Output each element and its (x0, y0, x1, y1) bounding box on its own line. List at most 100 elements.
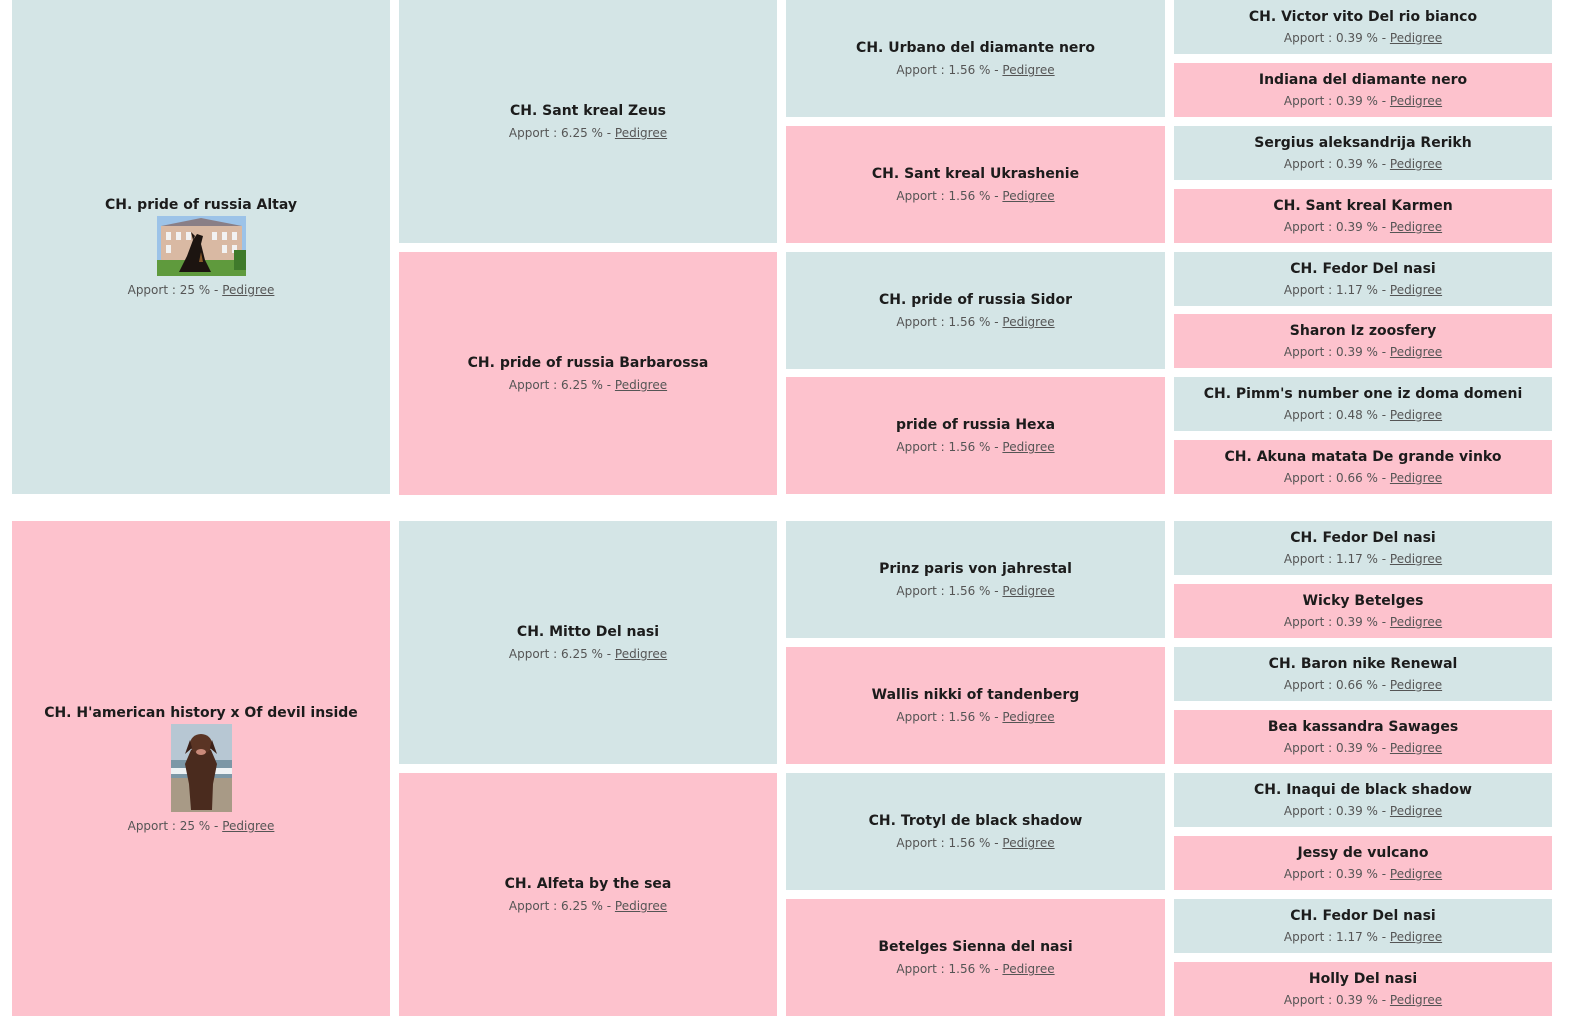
ancestor-name: Jessy de vulcano (1297, 844, 1429, 861)
separator: - (602, 126, 615, 140)
ancestor-name: Sergius aleksandrija Rerikh (1254, 134, 1472, 151)
contribution-line: Apport : 0.66 % - Pedigree (1284, 677, 1442, 693)
pedigree-link[interactable]: Pedigree (1389, 929, 1443, 944)
pedigree-link[interactable]: Pedigree (1002, 962, 1055, 976)
separator: - (1377, 929, 1390, 944)
separator: - (1377, 551, 1390, 566)
separator: - (1377, 740, 1390, 755)
separator: - (990, 315, 1003, 329)
separator: - (210, 283, 223, 297)
pedigree-link[interactable]: Pedigree (1389, 93, 1443, 108)
pedigree-link[interactable]: Pedigree (222, 818, 275, 833)
contribution-line: Apport : 0.39 % - Pedigree (1284, 30, 1442, 46)
contribution-percent: 6.25 % (561, 647, 603, 661)
pedigree-link[interactable]: Pedigree (1389, 344, 1443, 359)
contribution-percent: 0.39 % (1336, 740, 1378, 755)
ancestor-cell-col4-12: CH. Inaqui de black shadow Apport : 0.39 … (1174, 773, 1552, 827)
pedigree-link[interactable]: Pedigree (614, 647, 668, 661)
pedigree-link[interactable]: Pedigree (1389, 219, 1443, 234)
pedigree-link[interactable]: Pedigree (1389, 614, 1443, 629)
ancestor-cell-col3-2: CH. pride of russia Sidor Apport : 1.56 %… (786, 252, 1165, 369)
contribution-line: Apport : 0.48 % - Pedigree (1284, 407, 1442, 423)
contribution-percent: 0.39 % (1336, 803, 1378, 818)
ancestor-cell-col1-1: CH. H'american history x Of devil inside… (12, 521, 390, 1016)
pedigree-link[interactable]: Pedigree (1002, 584, 1055, 598)
contribution-percent: 0.39 % (1336, 30, 1378, 45)
pedigree-link[interactable]: Pedigree (1389, 803, 1443, 818)
contribution-percent: 0.39 % (1336, 93, 1378, 108)
pedigree-link[interactable]: Pedigree (1002, 315, 1055, 329)
dog-beach-photo[interactable] (170, 723, 232, 816)
contribution-percent: 0.39 % (1336, 344, 1378, 359)
pedigree-link[interactable]: Pedigree (614, 378, 668, 392)
pedigree-link[interactable]: Pedigree (1389, 677, 1443, 692)
pedigree-link[interactable]: Pedigree (1389, 866, 1443, 881)
separator: - (1377, 30, 1390, 45)
contribution-line: Apport : 1.56 % - Pedigree (896, 439, 1054, 455)
separator: - (990, 189, 1003, 203)
contribution-percent: 0.39 % (1336, 614, 1378, 629)
pedigree-link[interactable]: Pedigree (1002, 836, 1055, 850)
ancestor-cell-col2-3: CH. Alfeta by the sea Apport : 6.25 % - P… (399, 773, 777, 1016)
pedigree-link[interactable]: Pedigree (1389, 992, 1443, 1007)
contribution-line: Apport : 0.39 % - Pedigree (1284, 992, 1442, 1008)
ancestor-cell-col3-3: pride of russia Hexa Apport : 1.56 % - Pe… (786, 377, 1165, 494)
ancestor-name: CH. Alfeta by the sea (504, 876, 672, 892)
apport-label: Apport : (1283, 219, 1333, 234)
contribution-percent: 1.56 % (948, 710, 991, 724)
apport-label: Apport : (508, 126, 558, 140)
contribution-line: Apport : 6.25 % - Pedigree (509, 377, 667, 393)
pedigree-link[interactable]: Pedigree (222, 283, 275, 297)
separator: - (1377, 282, 1390, 297)
pedigree-link[interactable]: Pedigree (1389, 407, 1443, 422)
ancestor-name: CH. Urbano del diamante nero (856, 40, 1095, 56)
separator: - (1377, 677, 1390, 692)
apport-label: Apport : (1283, 344, 1333, 359)
contribution-percent: 6.25 % (561, 899, 603, 913)
contribution-line: Apport : 1.56 % - Pedigree (896, 583, 1054, 599)
pedigree-link[interactable]: Pedigree (1389, 282, 1443, 297)
pedigree-link[interactable]: Pedigree (1002, 710, 1055, 724)
pedigree-link[interactable]: Pedigree (614, 899, 668, 913)
pedigree-link[interactable]: Pedigree (1389, 156, 1443, 171)
ancestor-name: Indiana del diamante nero (1258, 71, 1468, 88)
ancestor-cell-col4-1: Indiana del diamante nero Apport : 0.39 %… (1174, 63, 1552, 117)
contribution-line: Apport : 1.56 % - Pedigree (896, 835, 1054, 851)
pedigree-link[interactable]: Pedigree (1389, 740, 1443, 755)
contribution-percent: 25 % (179, 283, 211, 297)
ancestor-name: CH. Sant kreal Ukrashenie (871, 166, 1080, 182)
ancestor-cell-col1-0: CH. pride of russia Altay Apport : 25 % -… (12, 0, 390, 494)
ancestor-name: CH. Sant kreal Zeus (509, 103, 667, 119)
separator: - (1377, 219, 1390, 234)
apport-label: Apport : (896, 63, 945, 77)
ancestor-cell-col3-6: CH. Trotyl de black shadow Apport : 1.56 … (786, 773, 1165, 890)
separator: - (602, 378, 615, 392)
contribution-line: Apport : 0.39 % - Pedigree (1284, 93, 1442, 109)
contribution-line: Apport : 0.39 % - Pedigree (1284, 740, 1442, 756)
ancestor-name: CH. Fedor Del nasi (1290, 529, 1436, 546)
ancestor-name: Bea kassandra Sawages (1267, 718, 1459, 735)
ancestor-name: CH. Sant kreal Karmen (1273, 197, 1453, 214)
dog-castle-photo[interactable] (156, 216, 246, 280)
apport-label: Apport : (1283, 992, 1333, 1007)
contribution-percent: 25 % (179, 818, 211, 833)
pedigree-link[interactable]: Pedigree (1002, 189, 1055, 203)
contribution-percent: 1.56 % (948, 440, 991, 454)
pedigree-link[interactable]: Pedigree (1389, 30, 1443, 45)
pedigree-link[interactable]: Pedigree (1389, 551, 1443, 566)
ancestor-cell-col3-4: Prinz paris von jahrestal Apport : 1.56 %… (786, 521, 1165, 638)
ancestor-cell-col4-4: CH. Fedor Del nasi Apport : 1.17 % - Pedi… (1174, 252, 1552, 306)
contribution-line: Apport : 6.25 % - Pedigree (509, 646, 667, 662)
contribution-percent: 1.56 % (948, 189, 991, 203)
pedigree-link[interactable]: Pedigree (1002, 63, 1055, 77)
pedigree-link[interactable]: Pedigree (1389, 470, 1443, 485)
pedigree-link[interactable]: Pedigree (1002, 440, 1055, 454)
apport-label: Apport : (1283, 740, 1333, 755)
contribution-percent: 6.25 % (561, 126, 603, 140)
apport-label: Apport : (127, 283, 176, 297)
contribution-percent: 0.66 % (1336, 470, 1378, 485)
contribution-line: Apport : 0.39 % - Pedigree (1284, 803, 1442, 819)
pedigree-link[interactable]: Pedigree (614, 126, 668, 140)
ancestor-cell-col4-8: CH. Fedor Del nasi Apport : 1.17 % - Pedi… (1174, 521, 1552, 575)
apport-label: Apport : (508, 647, 558, 661)
